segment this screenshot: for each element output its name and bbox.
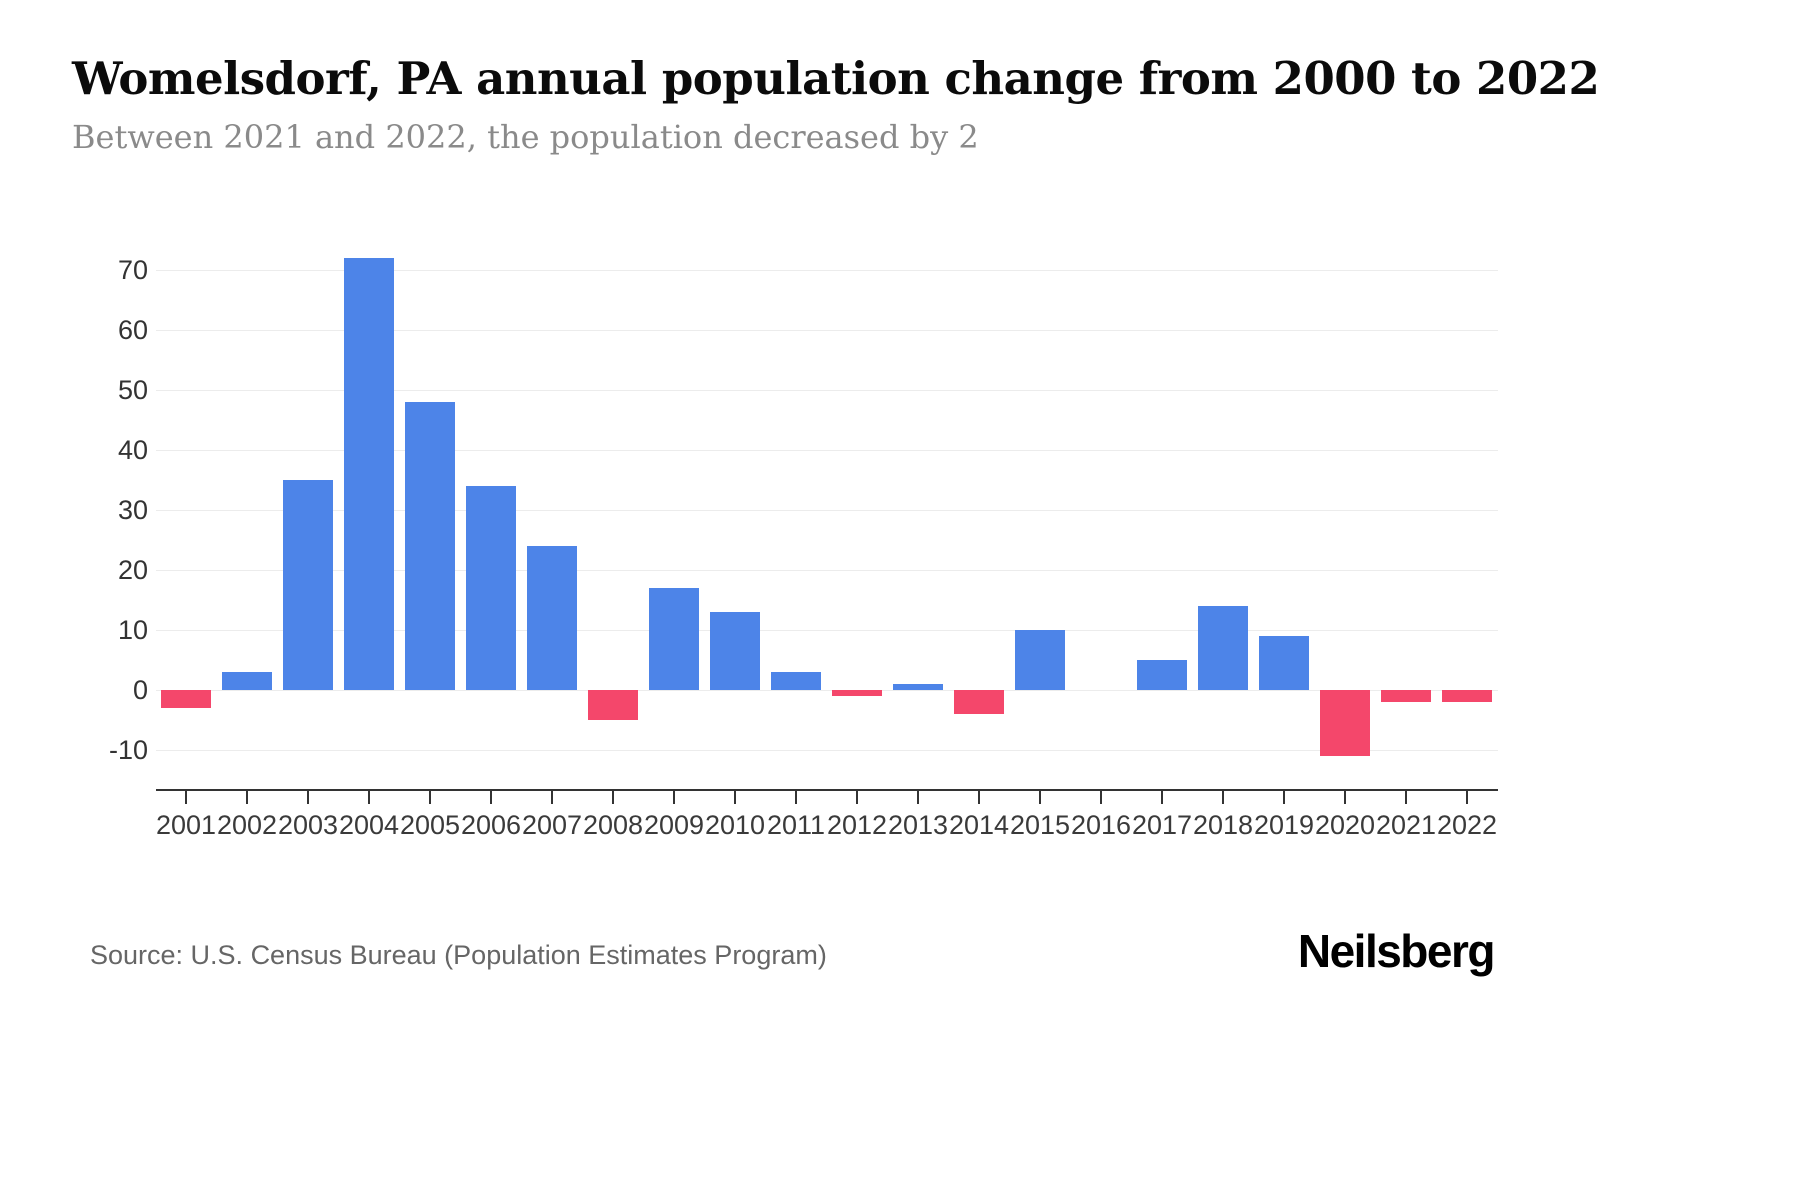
grid-line bbox=[156, 630, 1498, 631]
bar-2019 bbox=[1259, 636, 1309, 690]
y-axis-tick-label: 50 bbox=[117, 375, 148, 405]
grid-line bbox=[156, 270, 1498, 271]
x-axis-label-2010: 2010 bbox=[704, 810, 766, 840]
grid-line bbox=[156, 390, 1498, 391]
bar-2017 bbox=[1137, 660, 1187, 690]
bar-2020 bbox=[1320, 690, 1370, 756]
x-axis-label-2001: 2001 bbox=[155, 810, 217, 840]
x-axis-label-2018: 2018 bbox=[1192, 810, 1254, 840]
x-axis-label-2008: 2008 bbox=[582, 810, 644, 840]
x-axis-tick bbox=[429, 791, 431, 804]
bar-2018 bbox=[1198, 606, 1248, 690]
grid-line bbox=[156, 450, 1498, 451]
x-axis-tick bbox=[612, 791, 614, 804]
x-axis-label-2020: 2020 bbox=[1314, 810, 1376, 840]
bar-2009 bbox=[649, 588, 699, 690]
bar-2012 bbox=[832, 690, 882, 696]
bar-2022 bbox=[1442, 690, 1492, 702]
x-axis-tick bbox=[1344, 791, 1346, 804]
x-axis-label-2004: 2004 bbox=[338, 810, 400, 840]
bar-2008 bbox=[588, 690, 638, 720]
bar-2007 bbox=[527, 546, 577, 690]
x-axis-label-2003: 2003 bbox=[277, 810, 339, 840]
x-axis-tick bbox=[551, 791, 553, 804]
grid-line bbox=[156, 690, 1498, 691]
bar-2014 bbox=[954, 690, 1004, 714]
bar-2003 bbox=[283, 480, 333, 690]
y-axis-tick-label: 10 bbox=[117, 615, 148, 645]
y-axis-tick-label: 40 bbox=[117, 435, 148, 465]
x-axis-tick bbox=[917, 791, 919, 804]
x-axis-label-2012: 2012 bbox=[826, 810, 888, 840]
y-axis-tick-label: 70 bbox=[117, 255, 148, 285]
x-axis-label-2017: 2017 bbox=[1131, 810, 1193, 840]
x-axis-tick bbox=[185, 791, 187, 804]
x-axis-tick bbox=[368, 791, 370, 804]
x-axis-tick bbox=[1283, 791, 1285, 804]
y-axis-tick-label: 30 bbox=[117, 495, 148, 525]
grid-line bbox=[156, 510, 1498, 511]
bar-2005 bbox=[405, 402, 455, 690]
bar-2013 bbox=[893, 684, 943, 690]
x-axis-label-2005: 2005 bbox=[399, 810, 461, 840]
y-axis-tick-label: 0 bbox=[132, 675, 148, 705]
x-axis-label-2011: 2011 bbox=[766, 810, 826, 840]
x-axis-tick bbox=[1405, 791, 1407, 804]
x-axis-tick bbox=[795, 791, 797, 804]
x-axis-label-2007: 2007 bbox=[521, 810, 583, 840]
x-axis-line bbox=[156, 789, 1498, 791]
x-axis-label-2013: 2013 bbox=[887, 810, 949, 840]
bar-2011 bbox=[771, 672, 821, 690]
page-title: Womelsdorf, PA annual population change … bbox=[72, 52, 1600, 105]
source-text: Source: U.S. Census Bureau (Population E… bbox=[90, 940, 827, 970]
bar-2010 bbox=[710, 612, 760, 690]
x-axis-label-2022: 2022 bbox=[1436, 810, 1498, 840]
y-axis-tick-label: -10 bbox=[108, 735, 148, 765]
x-axis-tick bbox=[307, 791, 309, 804]
grid-line bbox=[156, 750, 1498, 751]
x-axis-label-2021: 2021 bbox=[1375, 810, 1437, 840]
brand-logo: Neilsberg bbox=[1297, 925, 1496, 977]
x-axis-label-2015: 2015 bbox=[1009, 810, 1071, 840]
x-axis-tick bbox=[1466, 791, 1468, 804]
x-axis-tick bbox=[490, 791, 492, 804]
x-axis-label-2014: 2014 bbox=[948, 810, 1010, 840]
bar-2006 bbox=[466, 486, 516, 690]
bar-2002 bbox=[222, 672, 272, 690]
x-axis-label-2016: 2016 bbox=[1070, 810, 1132, 840]
x-axis-label-2009: 2009 bbox=[643, 810, 705, 840]
grid-line bbox=[156, 330, 1498, 331]
x-axis-tick bbox=[1161, 791, 1163, 804]
x-axis-label-2006: 2006 bbox=[460, 810, 522, 840]
x-axis-tick bbox=[856, 791, 858, 804]
bar-2004 bbox=[344, 258, 394, 690]
x-axis-tick bbox=[246, 791, 248, 804]
x-axis-tick bbox=[673, 791, 675, 804]
y-axis-tick-label: 60 bbox=[117, 315, 148, 345]
grid-line bbox=[156, 570, 1498, 571]
bar-2015 bbox=[1015, 630, 1065, 690]
y-axis-tick-label: 20 bbox=[117, 555, 148, 585]
x-axis-tick bbox=[1100, 791, 1102, 804]
x-axis-tick bbox=[1222, 791, 1224, 804]
x-axis-label-2002: 2002 bbox=[216, 810, 278, 840]
x-axis-tick bbox=[978, 791, 980, 804]
bar-2001 bbox=[161, 690, 211, 708]
x-axis-label-2019: 2019 bbox=[1253, 810, 1315, 840]
x-axis-tick bbox=[1039, 791, 1041, 804]
x-axis-tick bbox=[734, 791, 736, 804]
chart-subtitle: Between 2021 and 2022, the population de… bbox=[72, 118, 979, 156]
bar-2021 bbox=[1381, 690, 1431, 702]
